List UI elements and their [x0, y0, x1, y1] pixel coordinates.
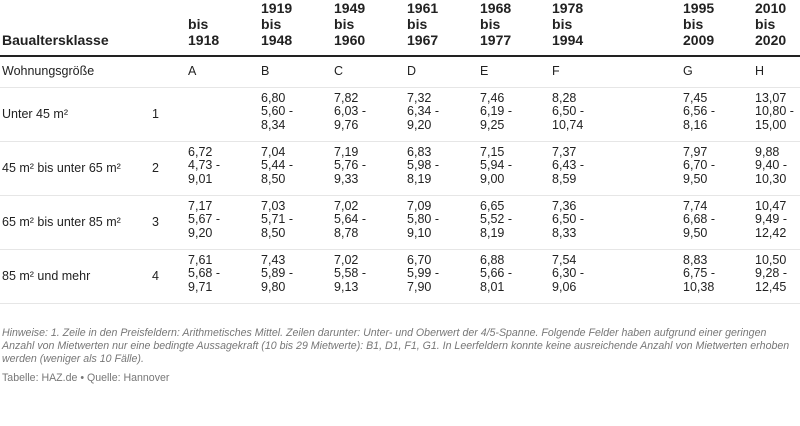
subheader-label: Wohnungsgröße: [0, 56, 189, 88]
table-row: 45 m² bis unter 65 m² 2 6,72 4,73 -9,01 7…: [0, 141, 800, 196]
table-source: Tabelle: HAZ.de • Quelle: Hannover: [2, 372, 170, 384]
table-cell: 6,83 5,98 -8,19: [407, 141, 481, 196]
table-row: Unter 45 m² 1 6,80 5,60 -8,34 7,82 6,03 -9…: [0, 87, 800, 142]
table-cell: 6,65 5,52 -8,19: [480, 195, 553, 250]
table-cell: 10,50 9,28 -12,45: [755, 249, 800, 304]
header-col-a: bis 1918: [188, 0, 262, 57]
rent-table: Baualtersklasse bis 1918 1919 bis 1948 1949…: [0, 0, 800, 304]
letter-g: G: [683, 56, 756, 88]
table-cell: 7,17 5,67 -9,20: [188, 195, 262, 250]
row-label: 65 m² bis unter 85 m²: [0, 195, 152, 250]
table-cell: 7,82 6,03 -9,76: [334, 87, 408, 142]
table-cell: 7,02 5,64 -8,78: [334, 195, 408, 250]
table-row: 65 m² bis unter 85 m² 3 7,17 5,67 -9,20 7…: [0, 195, 800, 250]
rent-table-container: Baualtersklasse bis 1918 1919 bis 1948 1949…: [0, 0, 800, 304]
letter-f: F: [552, 56, 684, 88]
table-cell: 7,97 6,70 -9,50: [683, 141, 756, 196]
header-col-h: 2010 bis 2020: [755, 0, 800, 57]
table-cell: 10,47 9,49 -12,42: [755, 195, 800, 250]
table-cell: 7,19 5,76 -9,33: [334, 141, 408, 196]
table-cell: 8,83 6,75 -10,38: [683, 249, 756, 304]
subheader-row: Wohnungsgröße A B C D E F G H: [0, 56, 800, 88]
header-col-f: 1978 bis 1994: [552, 0, 684, 57]
row-label: Unter 45 m²: [0, 87, 152, 142]
letter-c: C: [334, 56, 408, 88]
letter-e: E: [480, 56, 553, 88]
table-cell: 6,88 5,66 -8,01: [480, 249, 553, 304]
table-cell: 7,04 5,44 -8,50: [261, 141, 335, 196]
table-cell: 13,07 10,80 -15,00: [755, 87, 800, 142]
table-cell: 6,72 4,73 -9,01: [188, 141, 262, 196]
table-cell: 7,54 6,30 -9,06: [552, 249, 684, 304]
header-col-c: 1949 bis 1960: [334, 0, 408, 57]
table-cell: 7,32 6,34 -9,20: [407, 87, 481, 142]
row-label: 45 m² bis unter 65 m²: [0, 141, 152, 196]
table-row: 85 m² und mehr 4 7,61 5,68 -9,71 7,43 5,89…: [0, 249, 800, 304]
table-cell: 7,43 5,89 -9,80: [261, 249, 335, 304]
header-row: Baualtersklasse bis 1918 1919 bis 1948 1949…: [0, 0, 800, 57]
table-cell: 7,61 5,68 -9,71: [188, 249, 262, 304]
row-number: 2: [152, 141, 189, 196]
table-cell: 6,70 5,99 -7,90: [407, 249, 481, 304]
header-col-d: 1961 bis 1967: [407, 0, 481, 57]
table-cell: 7,45 6,56 -8,16: [683, 87, 756, 142]
row-number: 3: [152, 195, 189, 250]
table-cell: 7,36 6,50 -8,33: [552, 195, 684, 250]
header-col-g: 1995 bis 2009: [683, 0, 756, 57]
table-cell-empty: [188, 87, 262, 142]
header-row-label: Baualtersklasse: [0, 0, 189, 57]
letter-d: D: [407, 56, 481, 88]
table-cell: 7,46 6,19 -9,25: [480, 87, 553, 142]
table-cell: 7,09 5,80 -9,10: [407, 195, 481, 250]
letter-b: B: [261, 56, 335, 88]
table-notes: Hinweise: 1. Zeile in den Preisfeldern: …: [2, 327, 790, 365]
letter-h: H: [755, 56, 800, 88]
table-cell: 9,88 9,40 -10,30: [755, 141, 800, 196]
header-col-e: 1968 bis 1977: [480, 0, 553, 57]
table-cell: 7,02 5,58 -9,13: [334, 249, 408, 304]
letter-a: A: [188, 56, 262, 88]
table-cell: 8,28 6,50 -10,74: [552, 87, 684, 142]
header-col-b: 1919 bis 1948: [261, 0, 335, 57]
table-cell: 6,80 5,60 -8,34: [261, 87, 335, 142]
table-cell: 7,74 6,68 -9,50: [683, 195, 756, 250]
table-cell: 7,15 5,94 -9,00: [480, 141, 553, 196]
table-cell: 7,37 6,43 -8,59: [552, 141, 684, 196]
row-label: 85 m² und mehr: [0, 249, 152, 304]
row-number: 4: [152, 249, 189, 304]
row-number: 1: [152, 87, 189, 142]
table-cell: 7,03 5,71 -8,50: [261, 195, 335, 250]
